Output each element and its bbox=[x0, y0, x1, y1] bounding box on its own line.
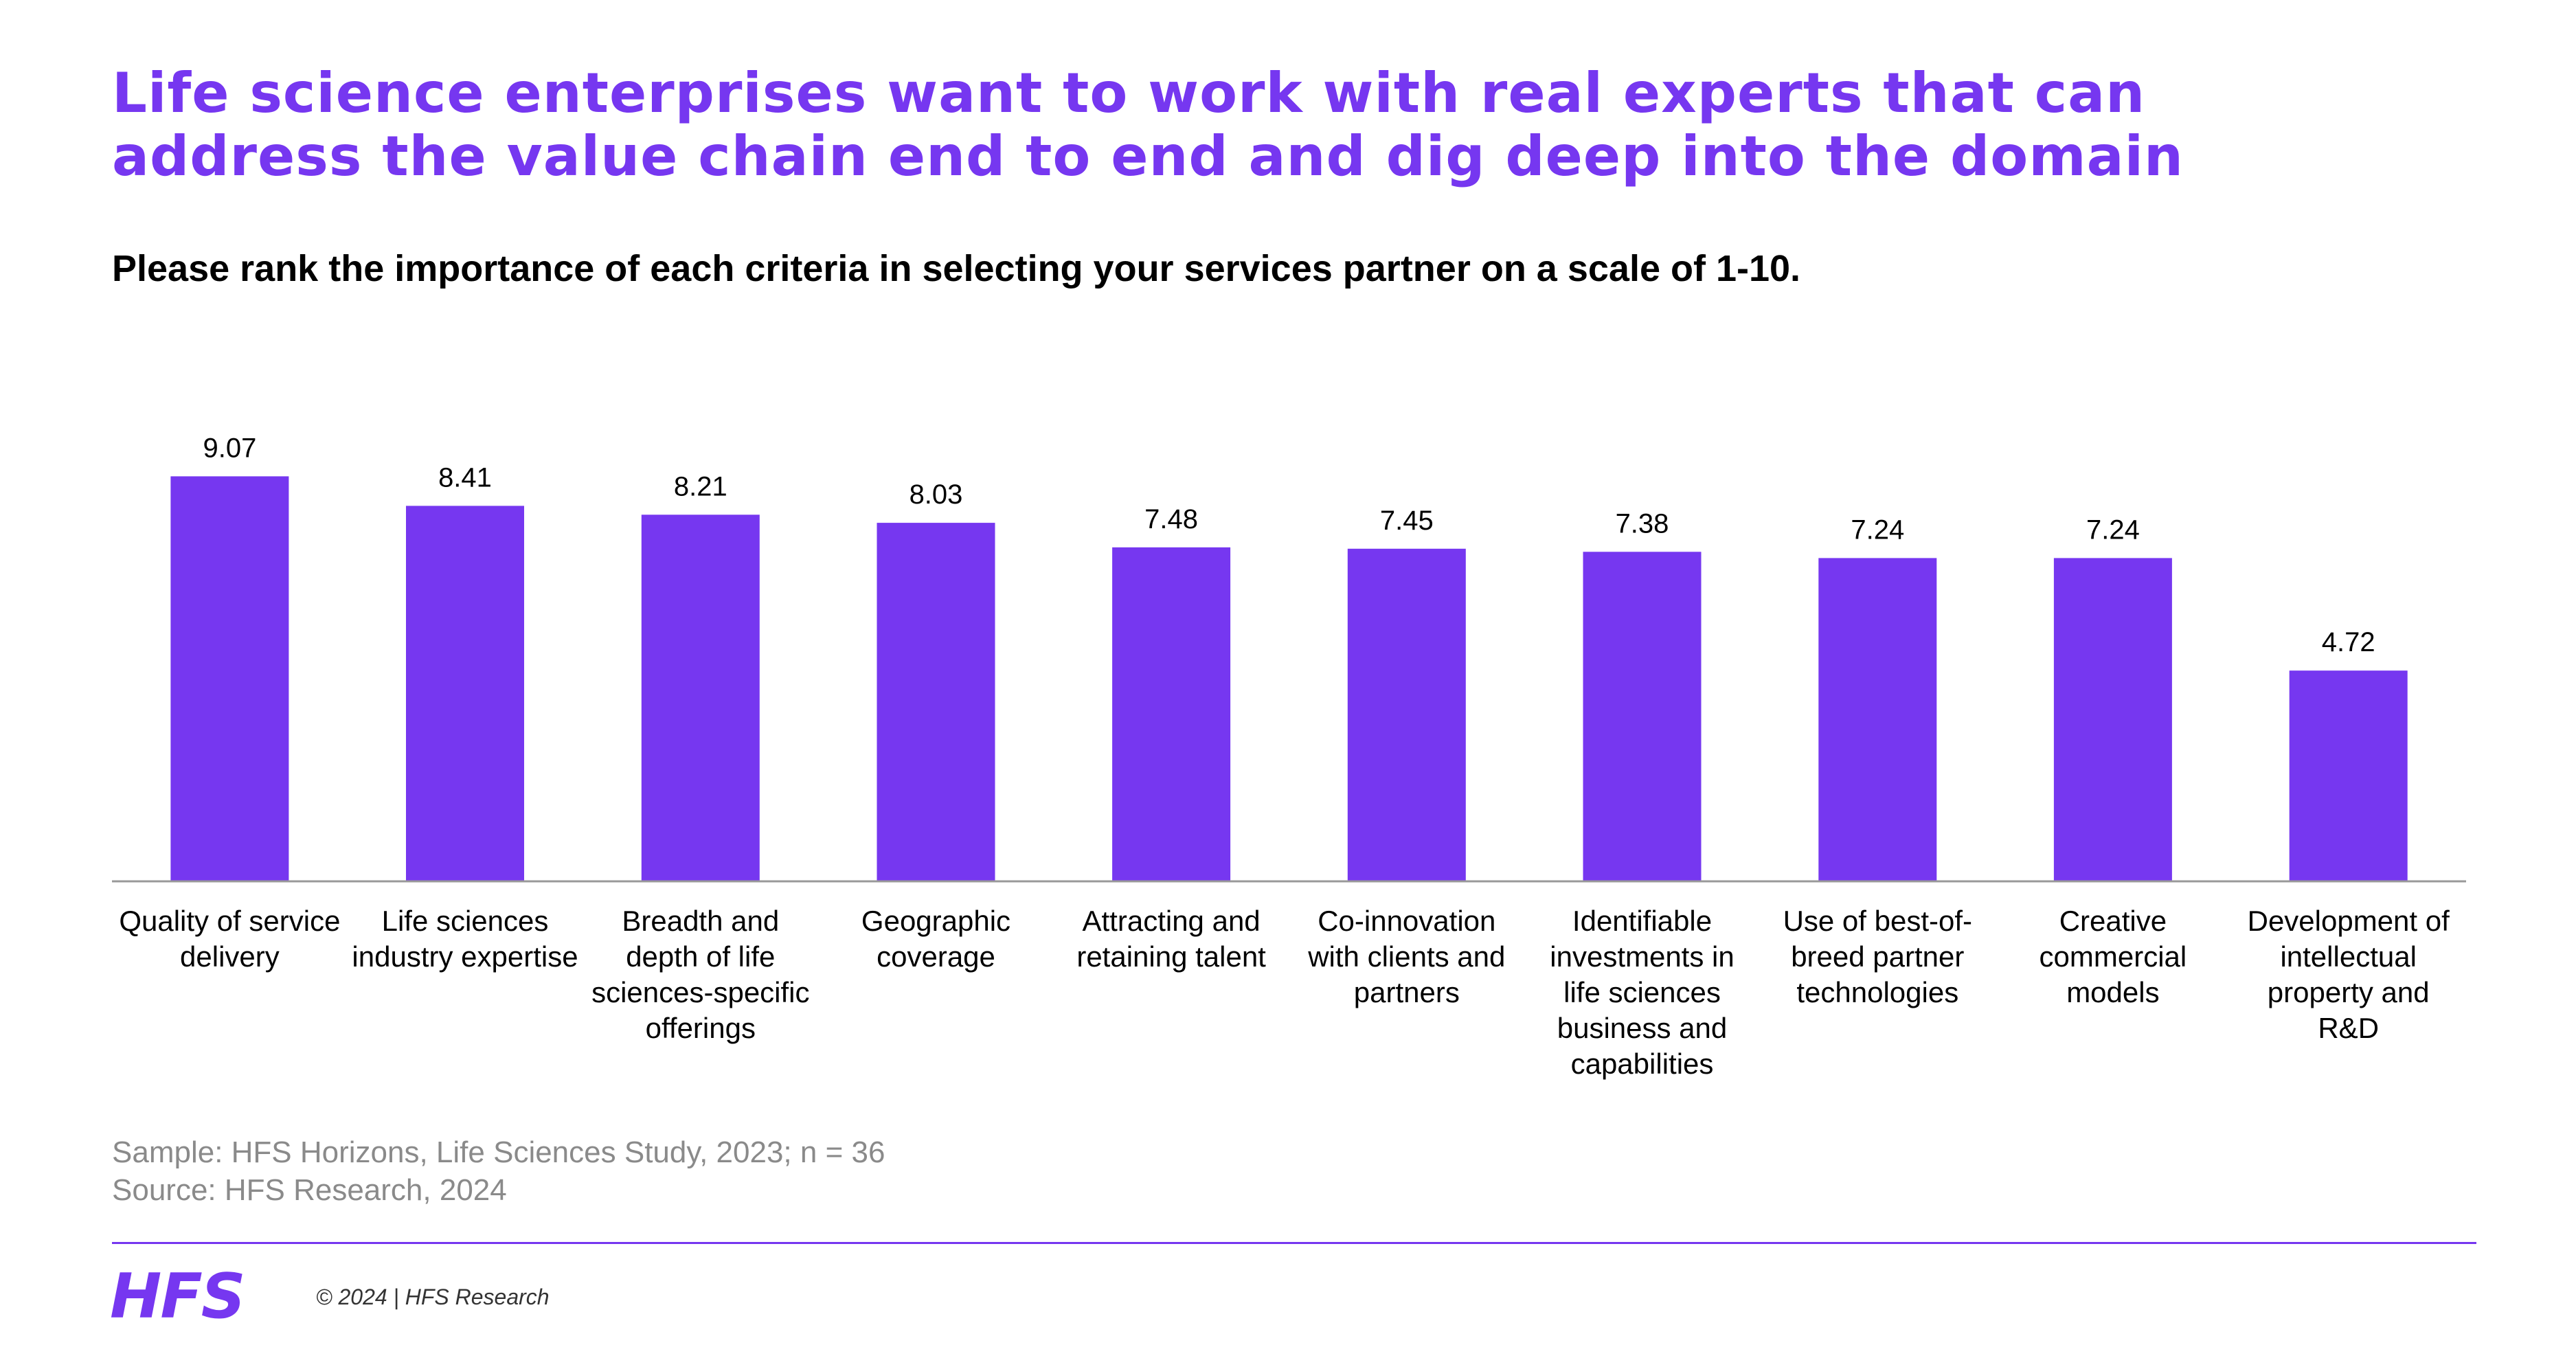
footnotes: Sample: HFS Horizons, Life Sciences Stud… bbox=[112, 1133, 885, 1209]
category-label-2: Life sciences industry expertise bbox=[352, 905, 578, 973]
hfs-logo: HFS bbox=[110, 1261, 246, 1333]
value-label-2: 8.41 bbox=[438, 462, 492, 493]
value-label-1: 9.07 bbox=[203, 433, 256, 463]
copyright-text: © 2024 | HFS Research bbox=[316, 1285, 550, 1309]
value-label-3: 8.21 bbox=[674, 471, 727, 501]
headline-line-1: Life science enterprises want to work wi… bbox=[112, 61, 2146, 125]
category-label-10: Development of intellectual property and R&… bbox=[2248, 905, 2450, 1044]
source-note: Source: HFS Research, 2024 bbox=[112, 1173, 507, 1207]
bar-9 bbox=[2053, 558, 2172, 881]
bar-8 bbox=[1818, 558, 1937, 881]
category-label-5: Attracting and retaining talent bbox=[1076, 905, 1266, 973]
headline-line-2: address the value chain end to end and d… bbox=[112, 124, 2184, 188]
category-label-3: Breadth and depth of life sciences-specifi… bbox=[591, 905, 809, 1044]
value-label-6: 7.45 bbox=[1380, 506, 1434, 536]
bar-6 bbox=[1347, 548, 1466, 882]
value-label-9: 7.24 bbox=[2086, 515, 2140, 545]
value-label-8: 7.24 bbox=[1851, 515, 1904, 545]
value-label-10: 4.72 bbox=[2322, 627, 2375, 657]
sample-note: Sample: HFS Horizons, Life Sciences Stud… bbox=[112, 1135, 885, 1169]
bar-4 bbox=[877, 523, 995, 881]
value-label-4: 8.03 bbox=[909, 479, 963, 510]
category-label-4: Geographic coverage bbox=[861, 905, 1010, 973]
bar-3 bbox=[641, 515, 760, 881]
bar-2 bbox=[406, 506, 524, 881]
bar-7 bbox=[1583, 552, 1702, 881]
bar-10 bbox=[2289, 670, 2408, 881]
bar-5 bbox=[1112, 547, 1231, 881]
bar-chart: 9.07 Quality of service delivery 8.41 Life s… bbox=[112, 433, 2466, 1080]
headline: Life science enterprises want to work wi… bbox=[112, 62, 2516, 188]
bar-1 bbox=[170, 476, 289, 881]
value-label-7: 7.38 bbox=[1616, 508, 1669, 539]
footer-divider bbox=[112, 1242, 2476, 1244]
value-label-5: 7.48 bbox=[1144, 504, 1198, 534]
category-label-1: Quality of service delivery bbox=[119, 905, 340, 973]
category-label-8: Use of best-of-breed partner technologies bbox=[1783, 905, 1972, 1008]
category-label-7: Identifiable investments in life sciences b… bbox=[1550, 905, 1734, 1080]
survey-question: Please rank the importance of each crite… bbox=[112, 248, 1801, 289]
category-label-9: Creative commercial models bbox=[2040, 905, 2187, 1008]
category-label-6: Co-innovation with clients and partners bbox=[1307, 905, 1505, 1008]
